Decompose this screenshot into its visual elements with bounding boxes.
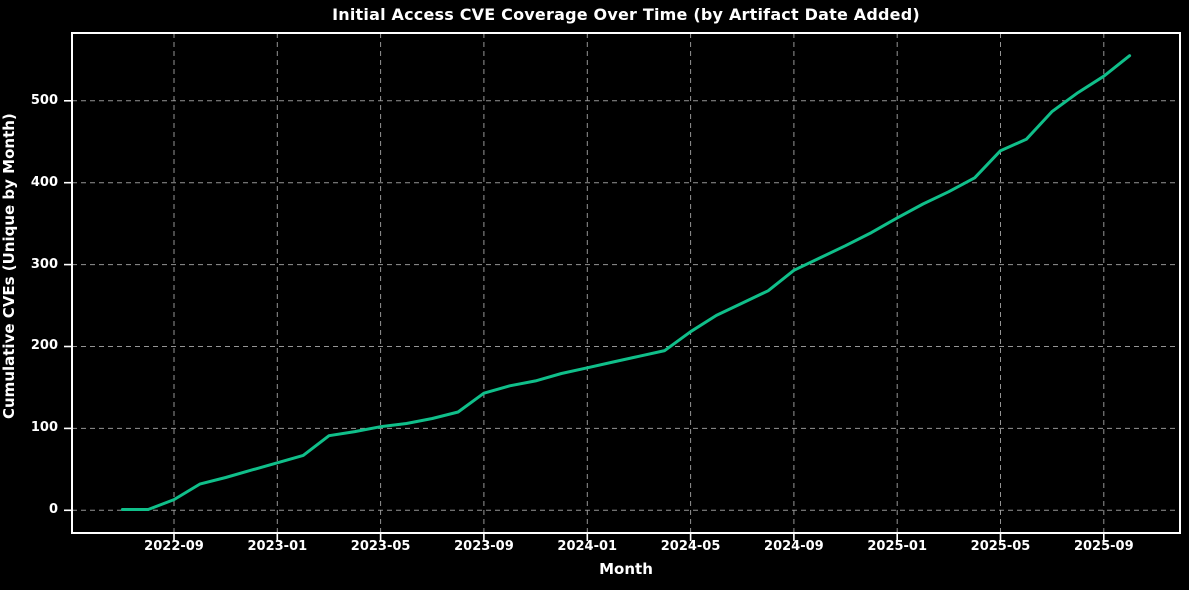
y-tick-label: 400: [30, 174, 58, 190]
x-tick-label: 2025-05: [970, 539, 1031, 554]
x-tick-label: 2025-01: [867, 539, 928, 554]
y-tick-label: 500: [30, 92, 58, 108]
cve-coverage-line-chart: [64, 32, 1181, 541]
chart-title: Initial Access CVE Coverage Over Time (b…: [332, 5, 920, 24]
x-tick-label: 2023-05: [350, 539, 411, 554]
y-tick-label: 0: [48, 502, 58, 518]
x-tick-label: 2023-09: [454, 539, 514, 554]
x-tick-label: 2024-05: [660, 539, 721, 554]
y-tick-label: 300: [30, 256, 58, 272]
y-tick-label: 200: [30, 338, 58, 354]
x-axis-label: Month: [599, 560, 653, 578]
x-tick-label: 2023-01: [247, 539, 308, 554]
x-tick-label: 2024-01: [557, 539, 618, 554]
x-tick-label: 2024-09: [764, 539, 824, 554]
y-tick-label: 100: [30, 420, 58, 436]
x-tick-label: 2022-09: [144, 539, 204, 554]
x-tick-label: 2025-09: [1073, 539, 1134, 554]
plot-area: [64, 32, 1181, 541]
